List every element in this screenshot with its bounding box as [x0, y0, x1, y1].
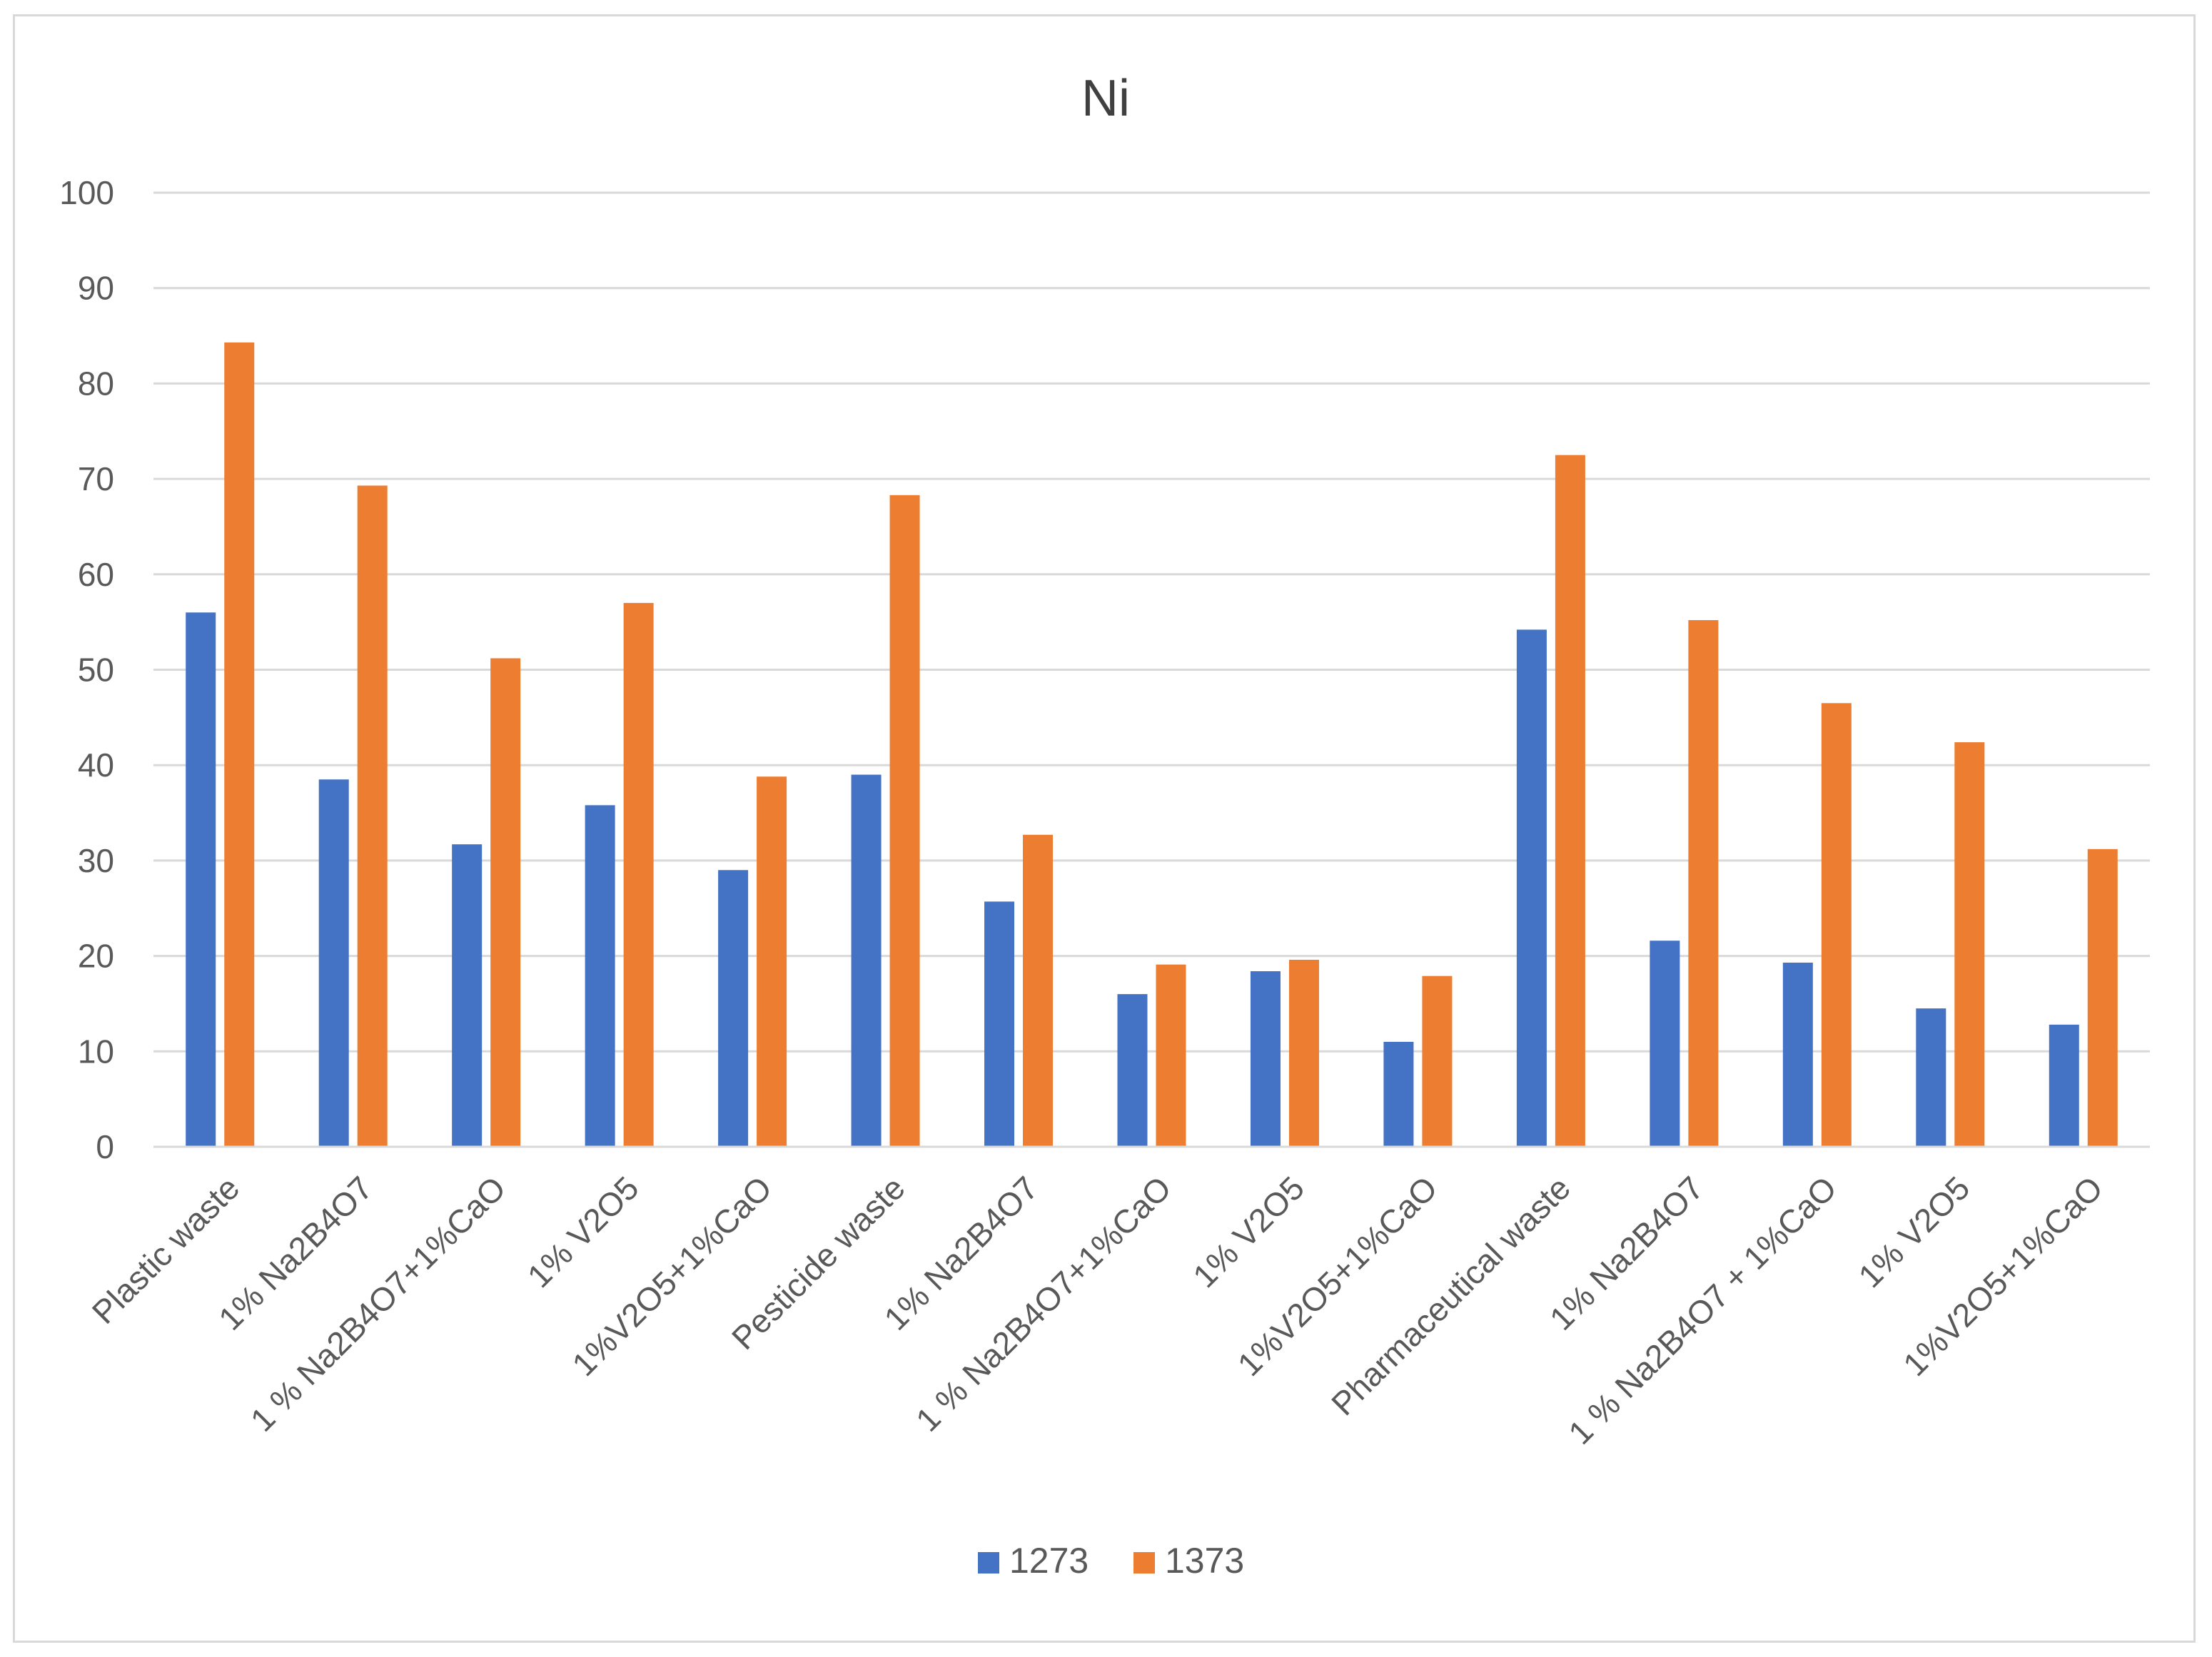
- y-tick-label: 0: [96, 1128, 114, 1165]
- legend-label-1273: 1273: [1009, 1541, 1089, 1581]
- grid-lines: [153, 191, 2150, 1053]
- legend-label-1373: 1373: [1165, 1541, 1244, 1581]
- chart-title: Ni: [1081, 70, 1130, 127]
- y-tick-label: 10: [78, 1033, 114, 1070]
- y-tick-label: 70: [78, 460, 114, 497]
- y-tick-label: 100: [59, 174, 114, 211]
- bar-1273-8: [1117, 994, 1148, 1147]
- bar-1373-6: [889, 495, 920, 1147]
- bar-1273-9: [1250, 971, 1281, 1147]
- bar-1373-15: [2087, 848, 2118, 1147]
- bar-1273-15: [2049, 1024, 2079, 1147]
- bar-1273-6: [851, 774, 882, 1147]
- bar-1273-7: [984, 901, 1015, 1147]
- y-axis-tick-labels: 0 10 20 30 40 50 60 70 80 90 100: [59, 174, 114, 1165]
- y-tick-label: 60: [78, 556, 114, 593]
- bar-1373-13: [1821, 703, 1852, 1147]
- y-tick-label: 50: [78, 652, 114, 689]
- bar-1373-4: [623, 602, 654, 1147]
- bar-1273-2: [318, 779, 349, 1147]
- bar-1273-11: [1516, 629, 1547, 1147]
- x-tick-label: 1 % Na2B4O7+1%CaO: [909, 1169, 1178, 1439]
- bar-1273-5: [718, 870, 749, 1147]
- bar-1273-1: [186, 612, 216, 1147]
- y-tick-label: 40: [78, 746, 114, 784]
- bar-1373-2: [357, 485, 388, 1147]
- bar-1373-1: [224, 342, 255, 1147]
- legend-swatch-1373: [1133, 1552, 1155, 1574]
- x-tick-label: 1 % Na2B4O7+1%CaO: [243, 1169, 513, 1439]
- y-tick-label: 80: [78, 365, 114, 402]
- bar-1373-11: [1555, 455, 1585, 1147]
- x-tick-label: 1% V2O5: [1851, 1169, 1976, 1294]
- bar-1373-14: [1954, 742, 1985, 1147]
- bar-1373-9: [1288, 959, 1319, 1147]
- legend-swatch-1273: [978, 1552, 999, 1574]
- bar-1273-13: [1782, 962, 1813, 1147]
- y-tick-label: 30: [78, 842, 114, 879]
- x-tick-label: 1% V2O5: [1186, 1169, 1311, 1294]
- bar-1273-12: [1650, 941, 1680, 1147]
- bars: [186, 342, 2118, 1147]
- y-tick-label: 20: [78, 938, 114, 975]
- y-tick-label: 90: [78, 270, 114, 307]
- bar-1273-3: [452, 844, 483, 1147]
- bar-1373-7: [1023, 834, 1054, 1147]
- bar-1373-3: [490, 658, 521, 1147]
- bar-1373-10: [1422, 976, 1453, 1147]
- bar-1273-14: [1916, 1008, 1946, 1147]
- x-tick-label: 1% V2O5: [520, 1169, 646, 1294]
- bar-1373-5: [757, 776, 787, 1147]
- bar-1273-4: [585, 805, 615, 1147]
- x-tick-label: 1 % Na2B4O7 + 1%CaO: [1561, 1169, 1844, 1451]
- bar-1273-10: [1383, 1041, 1414, 1147]
- bar-1373-12: [1688, 619, 1719, 1147]
- legend: 1273 1373: [978, 1541, 1244, 1581]
- x-tick-label: Pharmaceutical waste: [1324, 1169, 1577, 1422]
- bar-1373-8: [1156, 964, 1186, 1147]
